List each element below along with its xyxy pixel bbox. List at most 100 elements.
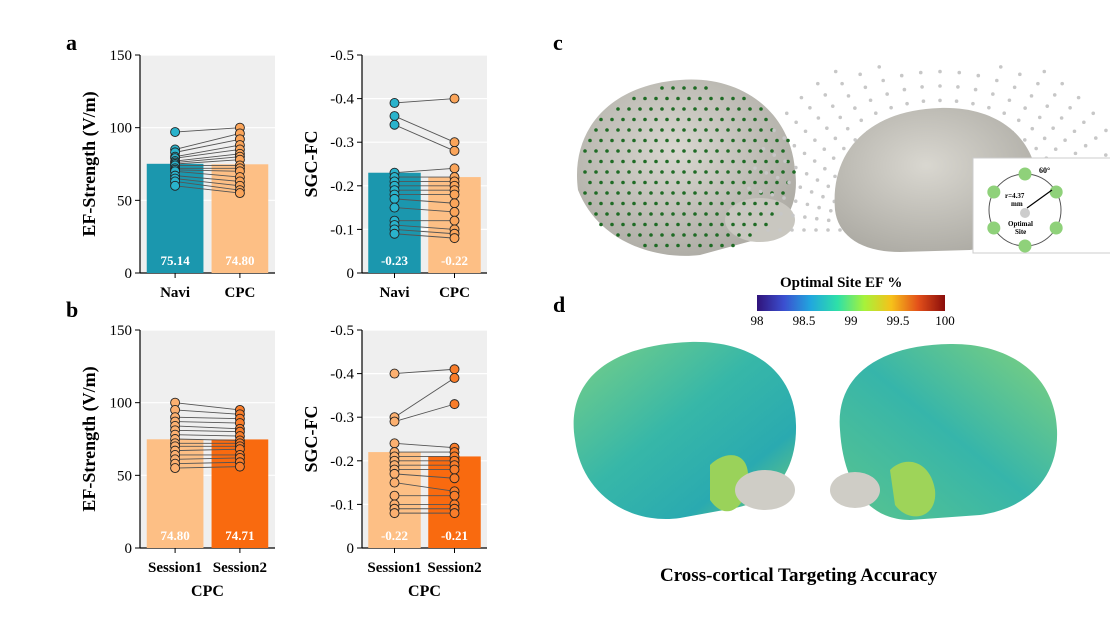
coil-site-dot: [599, 180, 603, 185]
y-tick-label: 0: [347, 541, 355, 557]
coil-site-dot: [709, 180, 713, 185]
panel-label-d: d: [553, 292, 566, 317]
coil-site-dot: [748, 191, 752, 195]
scalp-point: [858, 72, 862, 77]
coil-site-dot: [643, 243, 647, 248]
coil-site-dot: [660, 212, 664, 216]
paired-line: [394, 368, 455, 375]
coil-site-dot: [665, 96, 669, 101]
coil-site-dot: [770, 170, 774, 174]
coil-site-dot: [687, 180, 691, 185]
coil-site-dot: [737, 128, 741, 132]
scalp-point: [753, 166, 757, 170]
y-tick-label: 0: [347, 266, 355, 282]
coil-site-dot: [737, 233, 741, 237]
coil-site-dot: [748, 170, 752, 174]
coil-site-dot: [737, 191, 741, 195]
y-axis-label: EF-Strength (V/m): [79, 366, 100, 511]
coil-site-dot: [616, 128, 620, 132]
coil-site-dot: [671, 191, 675, 195]
coil-site-dot: [753, 117, 757, 122]
coil-site-dot: [731, 180, 735, 185]
bar-value-label: -0.22: [441, 253, 468, 268]
paired-line: [394, 482, 455, 492]
coil-site-dot: [621, 138, 625, 143]
paired-line: [394, 233, 455, 239]
coil-site-dot: [632, 201, 636, 206]
scalp-point: [798, 185, 803, 189]
x-tick-label: CPC: [439, 285, 470, 301]
paired-line: [175, 416, 240, 420]
coil-site-dot: [599, 138, 603, 143]
coil-site-dot: [731, 243, 735, 248]
x-tick-label: Navi: [160, 285, 190, 301]
coil-site-dot: [753, 180, 757, 185]
coil-site-dot: [632, 117, 636, 122]
coil-site-dot: [605, 149, 609, 153]
coil-site-dot: [704, 128, 708, 132]
scalp-point: [767, 210, 771, 215]
coil-site-dot: [731, 201, 735, 206]
colorbar-title: Optimal Site EF %: [780, 275, 903, 291]
coil-site-dot: [693, 170, 697, 174]
coil-site-dot: [665, 159, 669, 164]
inset-center: [1020, 208, 1030, 218]
scalp-point: [799, 95, 804, 100]
coil-site-dot: [627, 212, 631, 216]
scalp-point: [1091, 111, 1096, 116]
coil-site-dot: [665, 180, 669, 185]
scalp-point: [920, 85, 924, 89]
scalp-point: [804, 171, 809, 176]
y-tick-label: -0.1: [330, 222, 354, 238]
paired-line: [394, 473, 455, 479]
coil-site-dot: [583, 149, 587, 153]
coil-site-dot: [687, 243, 691, 248]
data-point: [449, 145, 460, 156]
scalp-point: [794, 120, 798, 125]
scalp-point: [747, 186, 751, 191]
paired-line: [394, 228, 455, 235]
brain-c-left-cerebellum: [725, 198, 795, 242]
coil-site-dot: [726, 149, 730, 153]
bar-value-label: -0.22: [381, 528, 408, 543]
paired-line: [175, 159, 240, 165]
coil-site-dot: [753, 222, 757, 227]
coil-site-dot: [682, 212, 686, 216]
paired-line: [175, 153, 240, 162]
coil-site-dot: [616, 149, 620, 153]
paired-line: [175, 149, 240, 159]
coil-site-dot: [748, 128, 752, 132]
coil-site-dot: [775, 138, 779, 143]
coil-site-dot: [676, 138, 680, 143]
scalp-point: [803, 129, 808, 134]
paired-line: [175, 185, 240, 194]
y-axis-label: SGC-FC: [301, 131, 321, 198]
bar-value-label: 75.14: [160, 253, 190, 268]
paired-line: [175, 461, 240, 465]
coil-site-dot: [709, 117, 713, 122]
x-tick-label: Session2: [427, 560, 481, 576]
scalp-point: [873, 111, 878, 116]
data-point: [389, 490, 400, 501]
coil-site-dot: [660, 170, 664, 174]
data-point: [449, 373, 460, 383]
coil-site-dot: [742, 159, 746, 164]
paired-line: [175, 180, 240, 191]
scalp-point: [814, 216, 819, 221]
scalp-point: [1030, 126, 1035, 131]
coil-site-dot: [704, 107, 708, 111]
coil-site-dot: [715, 191, 719, 195]
inset-site-dot: [1018, 167, 1032, 181]
data-point: [449, 490, 460, 501]
coil-site-dot: [726, 191, 730, 195]
coil-site-dot: [588, 201, 592, 206]
coil-site-dot: [720, 117, 724, 122]
data-point: [234, 188, 245, 199]
scalp-point: [758, 189, 763, 194]
coil-site-dot: [687, 201, 691, 206]
coil-site-dot: [775, 201, 779, 206]
coil-site-dot: [654, 222, 658, 227]
coil-site-dot: [742, 117, 746, 122]
y-axis-label: SGC-FC: [301, 406, 321, 473]
